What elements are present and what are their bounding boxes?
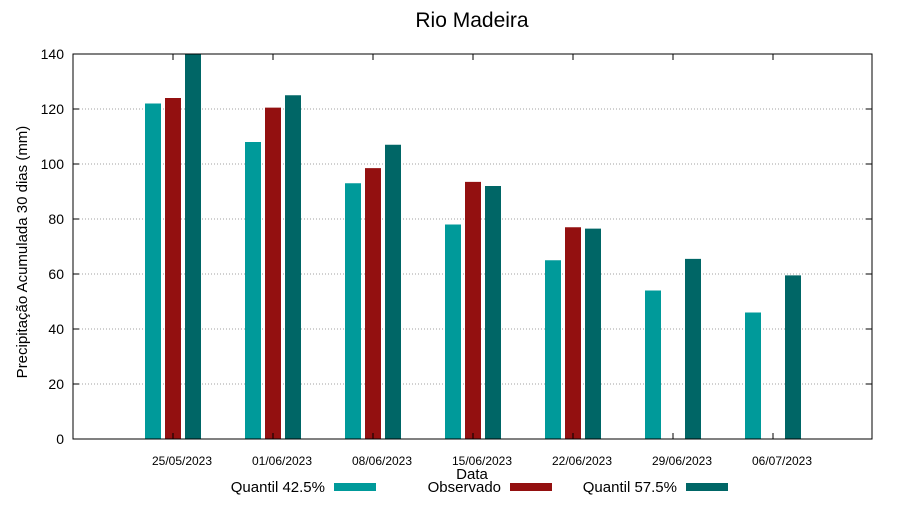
- x-tick-label: 15/06/2023: [452, 454, 512, 468]
- x-tick-label: 29/06/2023: [652, 454, 712, 468]
- x-tick-label: 06/07/2023: [752, 454, 812, 468]
- y-tick-label: 100: [41, 156, 65, 172]
- y-tick-label: 140: [41, 46, 65, 62]
- legend-label: Quantil 42.5%: [231, 479, 325, 496]
- legend: Quantil 42.5% Observado Quantil 57.5%: [231, 479, 728, 496]
- y-tick-label: 120: [41, 101, 65, 117]
- bar: [445, 224, 461, 439]
- y-tick-label: 80: [48, 211, 64, 227]
- bar: [465, 181, 481, 439]
- bar: [785, 275, 801, 439]
- y-tick-label: 40: [48, 321, 64, 337]
- x-tick-label: 22/06/2023: [552, 454, 612, 468]
- bar: [245, 142, 261, 439]
- legend-swatch: [510, 483, 552, 491]
- bar: [285, 95, 301, 439]
- y-tick-label: 20: [48, 376, 64, 392]
- bar: [165, 98, 181, 439]
- bar: [365, 168, 381, 439]
- x-axis-label: Data: [456, 466, 488, 483]
- bar: [385, 144, 401, 439]
- bar: [645, 290, 661, 439]
- y-tick-label: 60: [48, 266, 64, 282]
- y-axis-label: Precipitação Acumulada 30 dias (mm): [14, 126, 31, 379]
- x-tick-label: 25/05/2023: [152, 454, 212, 468]
- bar: [685, 258, 701, 439]
- bar: [345, 183, 361, 439]
- legend-label: Observado: [428, 479, 501, 496]
- x-tick-label: 08/06/2023: [352, 454, 412, 468]
- bar: [545, 260, 561, 439]
- bar: [745, 312, 761, 439]
- bar: [145, 103, 161, 439]
- legend-swatch: [334, 483, 376, 491]
- y-tick-label: 0: [56, 431, 64, 447]
- bar: [185, 54, 201, 439]
- x-tick-label: 01/06/2023: [252, 454, 312, 468]
- chart-title: Rio Madeira: [415, 9, 529, 32]
- tick-layer: 0 20 40 60 80 100 120 140 25/05/2023 01/06/2023 08…: [41, 46, 872, 468]
- bar-layer: [145, 54, 801, 439]
- legend-label: Quantil 57.5%: [583, 479, 677, 496]
- legend-swatch: [686, 483, 728, 491]
- bar: [565, 227, 581, 439]
- bar: [485, 186, 501, 439]
- bar: [265, 107, 281, 439]
- bar: [585, 228, 601, 439]
